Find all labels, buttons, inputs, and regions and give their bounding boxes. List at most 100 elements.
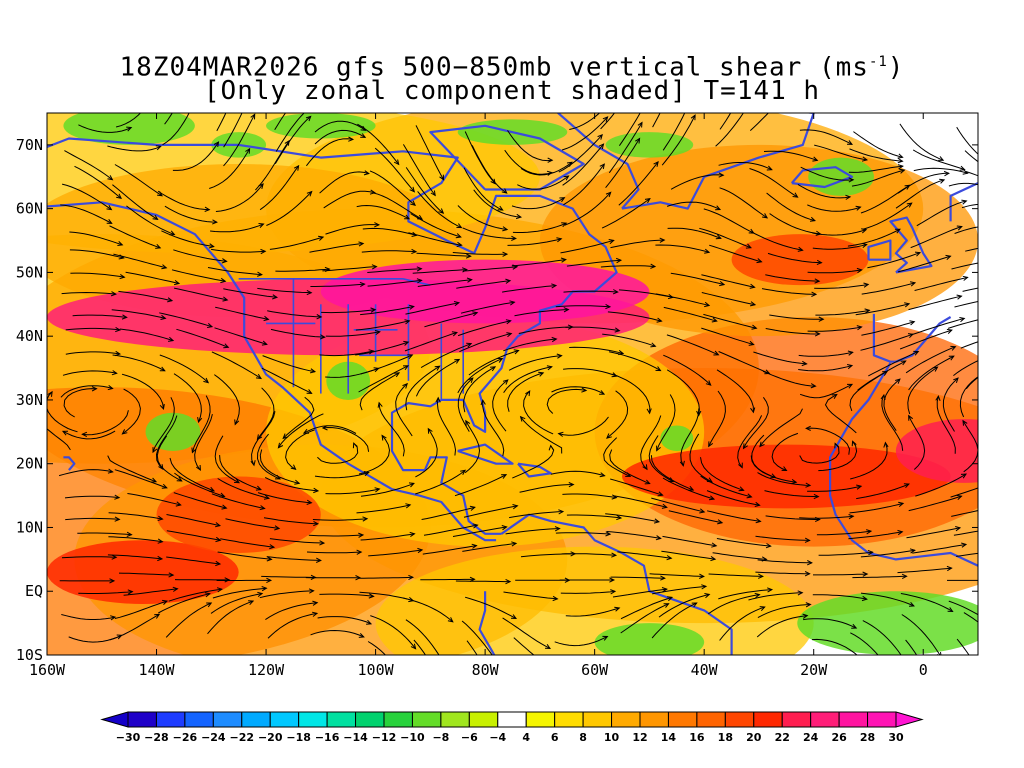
- streamline-arrow: [472, 311, 479, 317]
- streamline-arrow: [453, 301, 461, 307]
- streamline-arrow: [855, 205, 862, 211]
- streamline-arrow: [402, 365, 410, 371]
- streamline: [107, 554, 163, 560]
- streamline: [850, 442, 888, 480]
- streamline-arrow: [111, 554, 118, 560]
- streamline: [210, 593, 263, 614]
- streamline-arrow: [394, 372, 401, 378]
- streamline: [680, 408, 700, 466]
- streamline: [901, 614, 941, 655]
- colorbar-swatch: [241, 711, 271, 728]
- streamline: [210, 223, 264, 233]
- streamline-arrow: [749, 301, 757, 307]
- streamline-arrow: [935, 394, 941, 401]
- streamline: [617, 551, 672, 559]
- colorbar-swatch: [497, 711, 527, 728]
- jet-core: [320, 259, 650, 324]
- colorbar-swatch: [127, 711, 157, 728]
- streamline-arrow: [605, 191, 612, 198]
- streamline-arrow: [168, 336, 175, 342]
- streamline-arrow: [284, 139, 290, 146]
- streamline-arrow: [427, 427, 433, 434]
- streamline-arrow: [806, 560, 813, 566]
- colorbar-label: 20: [746, 731, 762, 744]
- streamline-arrow: [612, 289, 619, 295]
- streamline-arrow: [611, 552, 618, 558]
- streamline-arrow: [110, 615, 117, 621]
- streamline: [719, 113, 732, 130]
- streamline: [125, 271, 180, 284]
- lon-label: 120W: [248, 661, 285, 679]
- streamline: [848, 531, 903, 540]
- streamline: [462, 227, 516, 239]
- streamline: [956, 638, 970, 655]
- streamline-arrow: [257, 591, 264, 597]
- streamline-arrow: [986, 684, 990, 689]
- streamline: [849, 502, 904, 514]
- streamline: [656, 394, 676, 451]
- streamline: [862, 620, 902, 655]
- streamline: [359, 372, 400, 411]
- streamline-arrow: [263, 494, 271, 500]
- streamline: [454, 474, 507, 497]
- streamline-arrow: [456, 241, 463, 248]
- streamline-arrow: [490, 178, 496, 185]
- streamline-arrow: [666, 555, 673, 561]
- streamline: [415, 358, 460, 397]
- colorbar-swatch: [355, 711, 385, 728]
- coastlines: [47, 113, 978, 655]
- colorbar-swatch: [582, 711, 613, 728]
- streamline: [612, 588, 667, 598]
- streamline-arrow: [660, 575, 666, 581]
- streamline-arrow: [371, 264, 378, 270]
- streamline: [464, 596, 517, 619]
- streamline: [703, 313, 757, 329]
- streamline: [765, 274, 820, 282]
- streamline-arrow: [898, 501, 905, 507]
- streamline-arrow: [408, 574, 415, 581]
- streamline-arrow: [440, 659, 444, 664]
- streamline-arrow: [358, 532, 365, 538]
- streamline-arrow: [374, 329, 381, 336]
- streamline: [356, 204, 410, 220]
- coastline: [63, 456, 76, 471]
- streamline: [457, 205, 508, 231]
- streamline: [709, 244, 762, 263]
- streamline-arrow: [207, 323, 214, 328]
- streamline: [936, 395, 956, 454]
- streamline: [853, 131, 903, 158]
- lon-label: 40W: [691, 661, 719, 679]
- streamline-arrow: [861, 156, 869, 162]
- streamline: [108, 512, 163, 520]
- streamline-arrow: [894, 228, 901, 234]
- streamline-arrow: [719, 281, 726, 287]
- streamline: [325, 331, 380, 337]
- streamline: [165, 602, 212, 638]
- streamline-arrow: [900, 360, 907, 366]
- streamline: [507, 372, 544, 412]
- streamline-arrow: [407, 354, 414, 360]
- streamline-arrow: [599, 163, 605, 170]
- streamline-arrow: [602, 116, 609, 122]
- streamline: [803, 618, 857, 629]
- streamline: [563, 368, 617, 377]
- streamline-arrow: [465, 253, 472, 259]
- streamline-arrow: [558, 509, 565, 515]
- colorbar-swatch: [326, 711, 357, 728]
- streamline-arrow: [417, 547, 424, 554]
- streamline-arrow: [653, 160, 659, 167]
- streamline-arrow: [466, 342, 473, 348]
- streamline: [262, 355, 315, 373]
- streamline-arrow: [861, 595, 868, 602]
- streamline: [108, 536, 163, 543]
- streamline: [464, 131, 496, 185]
- streamline: [857, 360, 906, 391]
- colorbar-swatch: [611, 711, 641, 728]
- streamline-arrow: [348, 136, 355, 142]
- streamline-arrow: [411, 248, 418, 255]
- lat-label: 20N: [16, 455, 43, 473]
- streamline-arrow: [454, 358, 461, 364]
- streamline: [415, 469, 466, 495]
- streamline-arrow: [221, 504, 228, 510]
